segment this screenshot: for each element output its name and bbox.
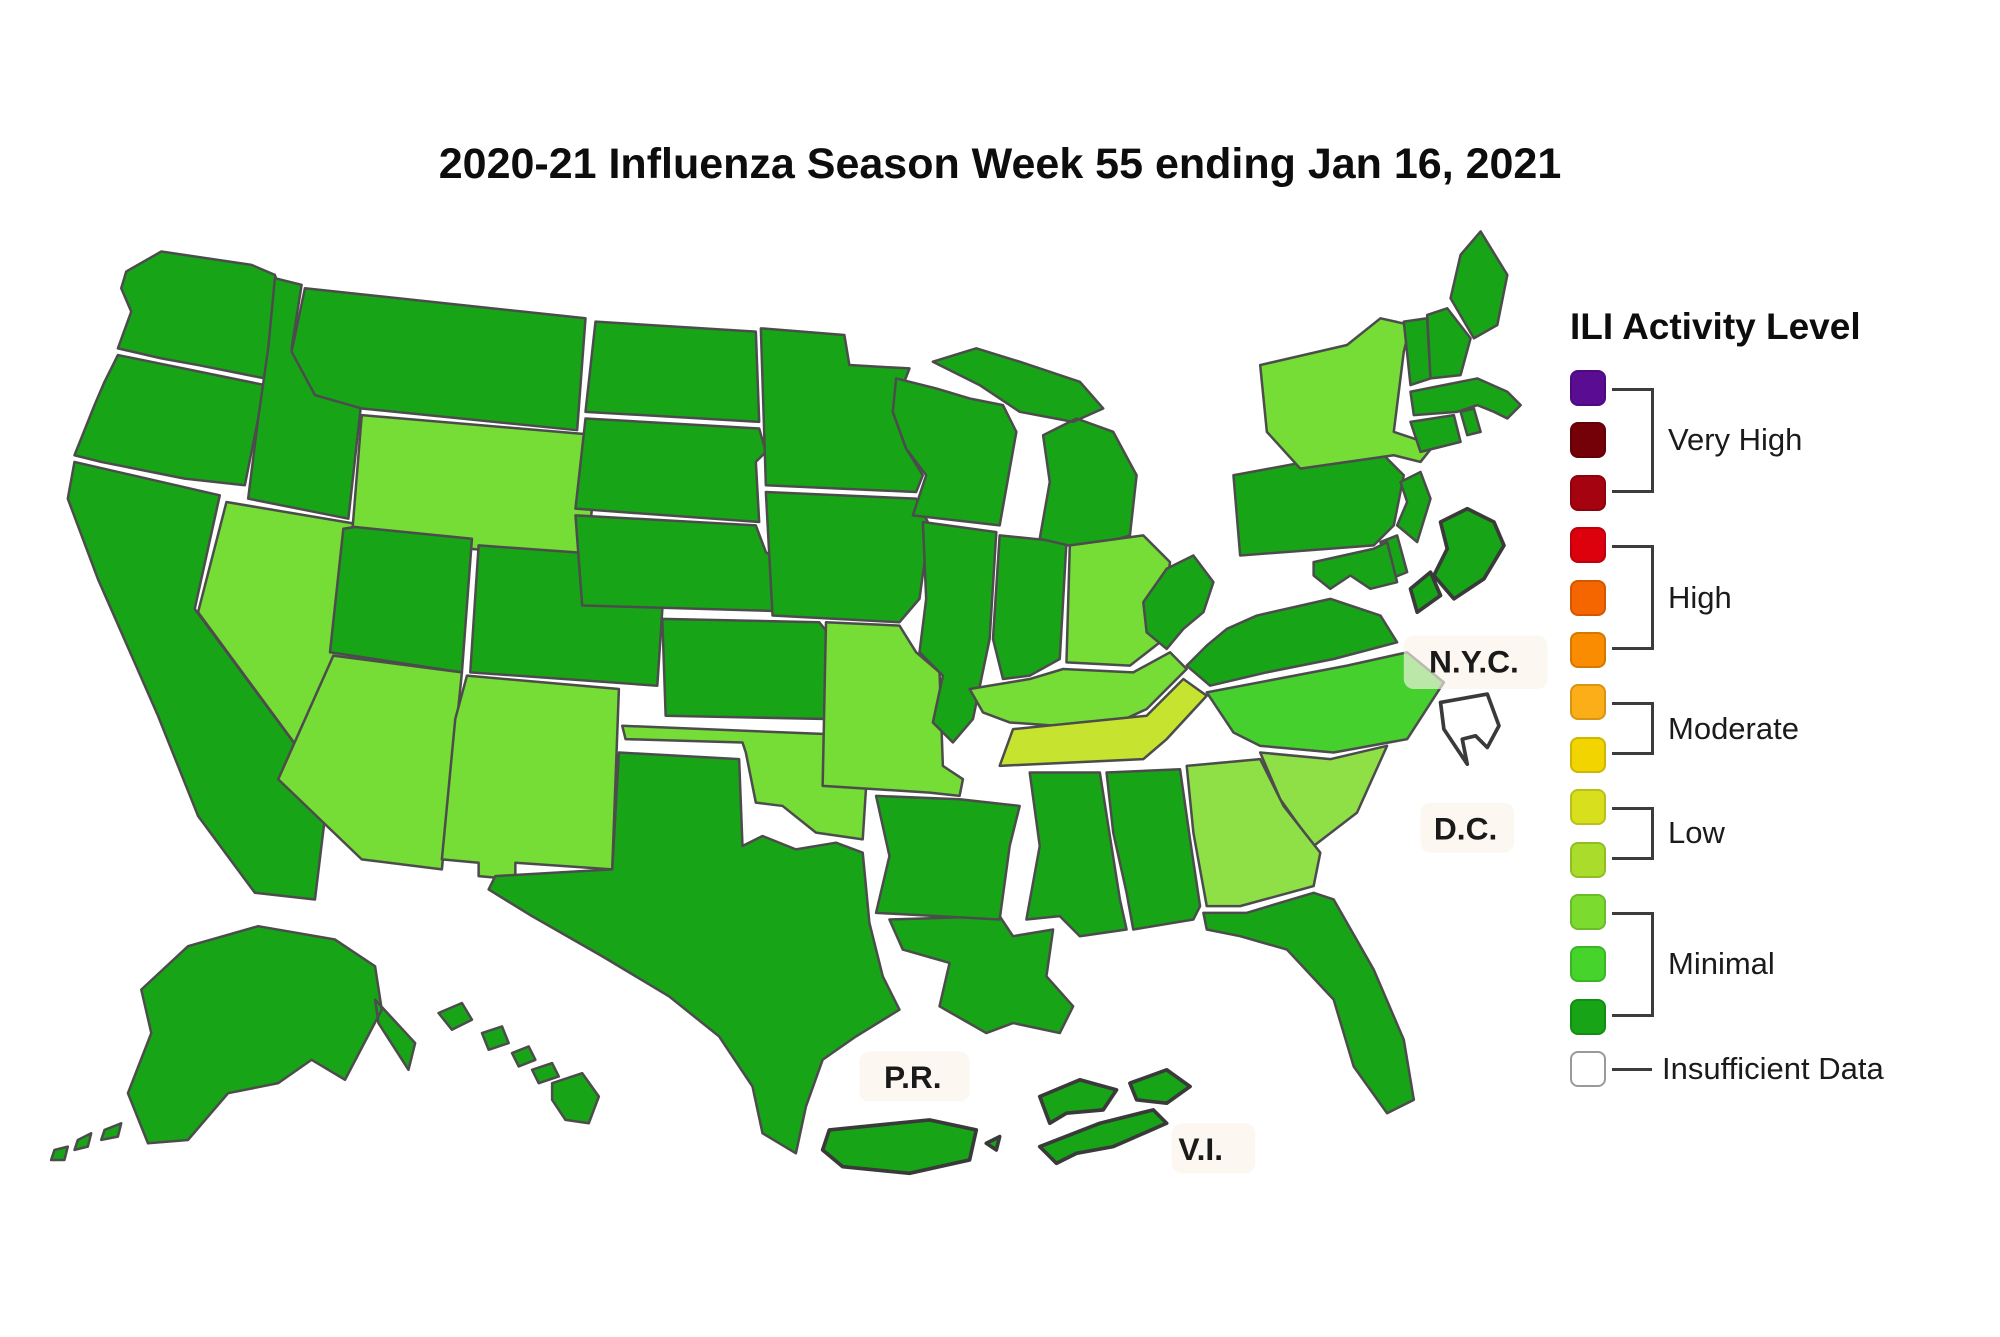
legend-swatch-very-high-2 bbox=[1570, 422, 1606, 459]
legend-swatch-very-high-3 bbox=[1570, 474, 1606, 511]
state-ak[interactable] bbox=[49, 924, 417, 1162]
state-mo[interactable] bbox=[821, 620, 965, 798]
legend-bracket-very-high bbox=[1612, 388, 1654, 493]
state-me[interactable] bbox=[1449, 230, 1509, 340]
state-ga[interactable] bbox=[1185, 757, 1322, 908]
state-nh[interactable] bbox=[1425, 307, 1472, 380]
state-tx[interactable] bbox=[487, 751, 901, 1155]
state-ca[interactable] bbox=[66, 460, 330, 901]
state-nm[interactable] bbox=[440, 674, 621, 881]
legend-label-moderate: Moderate bbox=[1668, 710, 1799, 746]
legend-label-minimal: Minimal bbox=[1668, 946, 1775, 982]
legend-bracket-high bbox=[1612, 545, 1654, 650]
legend-swatch-insufficient-data bbox=[1570, 1051, 1606, 1088]
legend-swatch-high-3 bbox=[1570, 632, 1606, 668]
legend-swatch-moderate-1 bbox=[1570, 684, 1606, 721]
state-vt[interactable] bbox=[1402, 317, 1432, 387]
state-nc[interactable] bbox=[1205, 651, 1446, 754]
legend-label-low: Low bbox=[1668, 815, 1725, 851]
state-ny[interactable] bbox=[1258, 317, 1436, 470]
legend-bracket-low bbox=[1612, 807, 1654, 860]
state-mt[interactable] bbox=[290, 286, 587, 432]
legend-bracket-minimal bbox=[1612, 912, 1654, 1017]
state-pr[interactable] bbox=[820, 1118, 1002, 1176]
legend-swatch-high-1 bbox=[1570, 527, 1606, 564]
inset-label-pr: P.R. bbox=[884, 1059, 942, 1095]
legend-swatch-minimal-3 bbox=[1570, 998, 1606, 1035]
inset-label-nyc: N.Y.C. bbox=[1429, 643, 1519, 679]
legend-swatch-minimal-1 bbox=[1570, 894, 1606, 930]
ili-activity-legend: ILI Activity Level Very High High Moderate… bbox=[1570, 306, 2000, 1136]
state-la[interactable] bbox=[888, 914, 1075, 1035]
state-ia[interactable] bbox=[764, 490, 931, 624]
state-sd[interactable] bbox=[574, 417, 768, 524]
state-hi[interactable] bbox=[437, 1001, 601, 1125]
state-nj[interactable] bbox=[1395, 470, 1432, 544]
label-background bbox=[859, 1051, 970, 1102]
state-nd[interactable] bbox=[584, 320, 761, 424]
state-id[interactable] bbox=[246, 276, 363, 520]
state-ms[interactable] bbox=[1025, 771, 1128, 938]
legend-swatch-low-1 bbox=[1570, 789, 1606, 826]
state-ma[interactable] bbox=[1409, 377, 1522, 420]
state-ct[interactable] bbox=[1409, 413, 1462, 454]
legend-swatch-minimal-2 bbox=[1570, 946, 1606, 983]
state-al[interactable] bbox=[1105, 767, 1202, 931]
state-mi[interactable] bbox=[931, 347, 1138, 551]
legend-swatch-high-2 bbox=[1570, 579, 1606, 616]
inset-label-vi: V.I. bbox=[1178, 1131, 1223, 1167]
state-ut[interactable] bbox=[328, 525, 474, 674]
state-va[interactable] bbox=[1185, 597, 1399, 687]
state-in[interactable] bbox=[991, 534, 1068, 681]
legend-label-high: High bbox=[1668, 579, 1732, 615]
state-md[interactable] bbox=[1312, 540, 1399, 591]
state-dc[interactable] bbox=[1438, 692, 1501, 767]
legend-swatch-low-2 bbox=[1570, 841, 1606, 878]
state-or[interactable] bbox=[73, 353, 267, 487]
state-nyc[interactable] bbox=[1408, 506, 1506, 615]
state-wv[interactable] bbox=[1142, 554, 1215, 651]
legend-bracket-moderate bbox=[1612, 702, 1654, 755]
label-background bbox=[1420, 802, 1515, 853]
page-title: 2020-21 Influenza Season Week 55 ending … bbox=[438, 140, 1562, 188]
state-ky[interactable] bbox=[968, 651, 1188, 731]
inset-label-dc: D.C. bbox=[1434, 810, 1497, 846]
legend-label-insufficient-data: Insufficient Data bbox=[1662, 1051, 1884, 1087]
state-tn[interactable] bbox=[998, 677, 1208, 768]
label-background bbox=[1171, 1123, 1256, 1174]
legend-title: ILI Activity Level bbox=[1570, 306, 1861, 347]
legend-swatch-moderate-2 bbox=[1570, 736, 1606, 773]
state-az[interactable] bbox=[276, 654, 464, 871]
legend-label-very-high: Very High bbox=[1668, 422, 1803, 458]
us-choropleth-map: N.Y.C. D.C. P.R. V.I. bbox=[49, 230, 1548, 1176]
state-ks[interactable] bbox=[661, 617, 834, 721]
state-fl[interactable] bbox=[1202, 891, 1416, 1115]
legend-swatch-very-high-1 bbox=[1570, 370, 1606, 406]
state-wa[interactable] bbox=[116, 250, 280, 380]
legend-dash-insufficient-data bbox=[1612, 1068, 1652, 1072]
state-ri[interactable] bbox=[1459, 407, 1482, 437]
label-background bbox=[1403, 635, 1548, 690]
state-ar[interactable] bbox=[874, 794, 1021, 921]
state-vi[interactable] bbox=[1037, 1067, 1192, 1166]
state-wi[interactable] bbox=[891, 377, 1018, 527]
